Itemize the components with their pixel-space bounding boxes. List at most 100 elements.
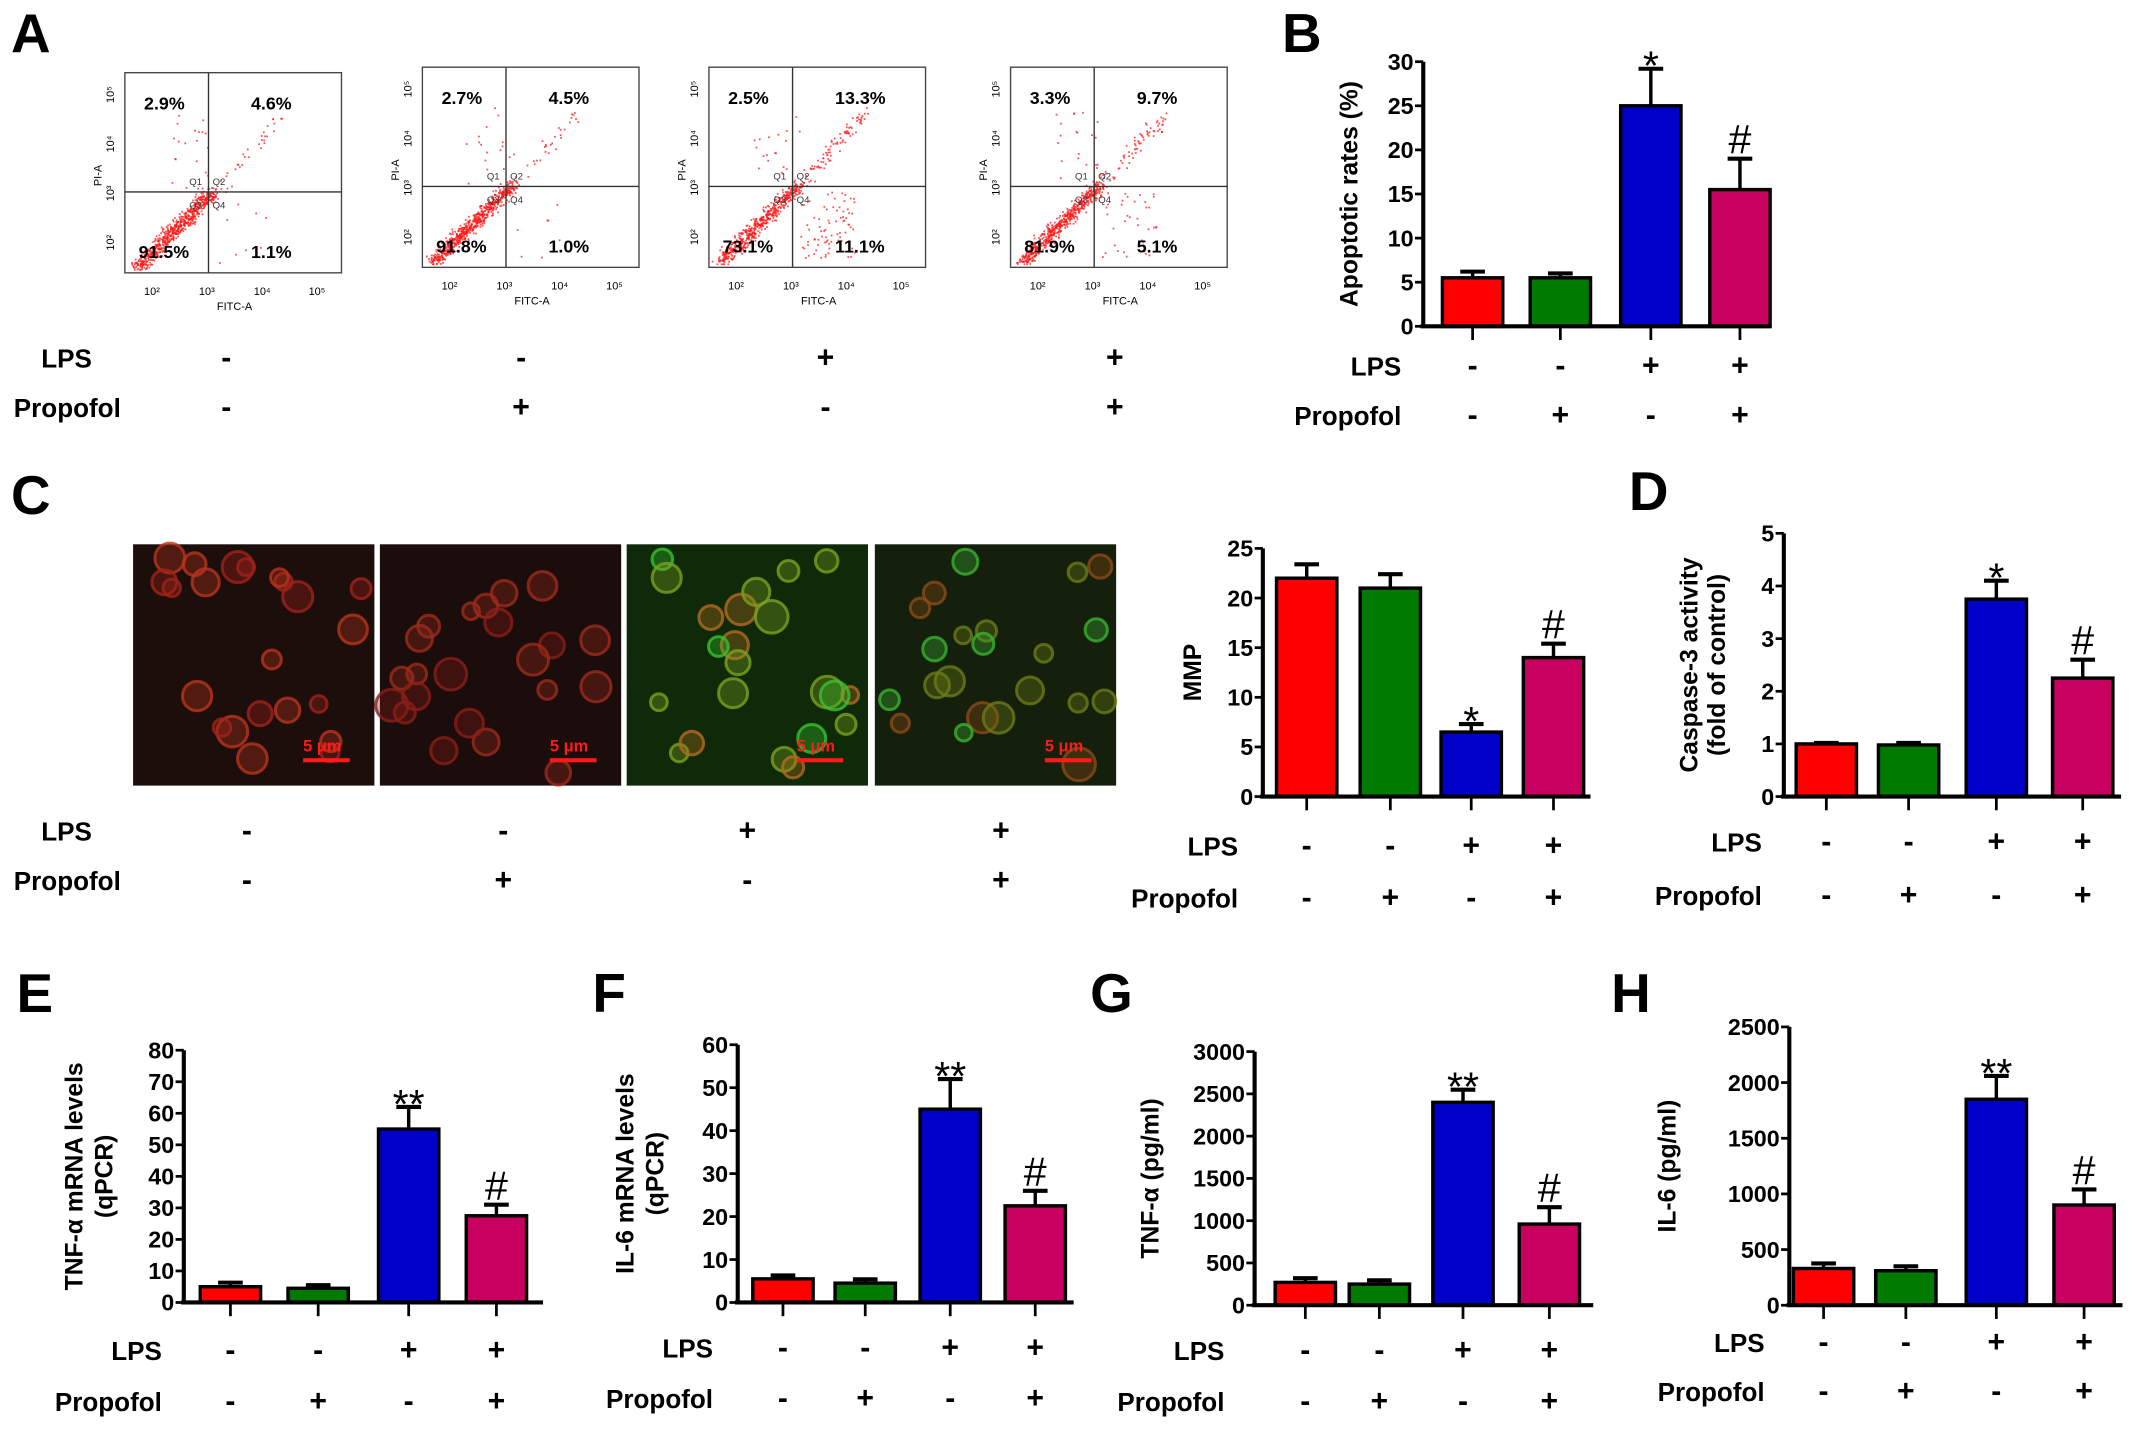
flow-event-dot (835, 220, 837, 223)
flow-event-dot (201, 207, 204, 210)
flow-event-dot (742, 250, 745, 253)
flow-event-dot (793, 195, 796, 197)
flow-event-dot (809, 179, 812, 182)
flow-event-dot (491, 209, 494, 212)
flow-event-dot (754, 240, 757, 242)
flow-event-dot (174, 158, 177, 161)
flow-event-dot (749, 234, 751, 237)
flow-event-dot (200, 207, 203, 210)
flow-event-dot (744, 247, 747, 250)
bar (1873, 1269, 1938, 1307)
flow-event-dot (179, 230, 182, 233)
flow-event-dot (1022, 254, 1024, 257)
flow-event-dot (500, 197, 503, 200)
flow-event-dot (431, 259, 434, 262)
flow-event-dot (1034, 248, 1037, 250)
flow-event-dot (482, 211, 485, 214)
flow-event-dot (453, 241, 456, 244)
flow-event-dot (491, 203, 493, 206)
flow-event-dot (723, 263, 726, 266)
flow-event-dot (747, 237, 749, 239)
flow-event-dot (478, 141, 481, 144)
flow-event-dot (1046, 227, 1049, 229)
flow-event-dot (787, 200, 790, 203)
flow-event-dot (745, 242, 748, 245)
flow-event-dot (780, 204, 783, 207)
flow-event-dot (177, 227, 180, 230)
flow-event-dot (473, 226, 476, 229)
flow-event-dot (187, 210, 190, 213)
flow-event-dot (1038, 241, 1041, 244)
flow-event-dot (1040, 245, 1043, 247)
quadrant-name-q2: Q2 (510, 172, 523, 183)
flow-event-dot (148, 266, 151, 269)
flow-event-dot (199, 199, 201, 201)
flow-event-dot (756, 221, 759, 224)
flow-event-dot (716, 263, 719, 266)
flow-event-dot (798, 191, 800, 193)
flow-event-dot (500, 204, 503, 207)
flow-event-dot (493, 203, 496, 205)
flow-event-dot (793, 181, 796, 184)
flow-event-dot (453, 238, 456, 241)
flow-event-dot (1094, 184, 1097, 186)
y-tick-label: 10³ (105, 185, 117, 201)
flow-event-dot (1078, 201, 1080, 204)
flow-event-dot (799, 186, 802, 189)
flow-event-dot (1037, 242, 1040, 245)
flow-event-dot (472, 228, 475, 231)
flow-event-dot (1067, 217, 1069, 219)
flow-event-dot (754, 222, 757, 225)
flow-event-dot (1041, 237, 1044, 240)
flow-event-dot (483, 214, 486, 217)
flow-event-dot (1077, 203, 1080, 206)
flow-event-dot (450, 243, 452, 246)
flow-event-dot (792, 195, 795, 198)
flow-event-dot (1022, 260, 1024, 263)
flow-event-dot (720, 263, 723, 266)
flow-event-dot (539, 159, 542, 162)
flow-event-dot (780, 171, 783, 174)
flow-event-dot (1057, 228, 1060, 231)
flow-event-dot (1045, 243, 1048, 246)
flow-event-dot (1128, 162, 1131, 164)
flow-event-dot (225, 175, 228, 178)
flow-event-dot (149, 258, 152, 261)
y-tick-label: 25 (1388, 93, 1414, 119)
flow-event-dot (813, 216, 816, 219)
flow-event-dot (483, 213, 486, 215)
flow-event-dot (510, 188, 513, 190)
flow-event-dot (1133, 200, 1136, 203)
flow-event-dot (457, 242, 459, 245)
flow-event-dot (723, 260, 725, 263)
cell (921, 580, 947, 606)
flow-event-dot (830, 240, 833, 243)
flow-event-dot (850, 255, 853, 258)
flow-event-dot (785, 195, 788, 198)
y-axis-label: Caspase-3 activity (1676, 557, 1703, 772)
flow-event-dot (1086, 193, 1089, 196)
flow-event-dot (511, 186, 513, 189)
flow-event-dot (795, 189, 798, 192)
flow-event-dot (1032, 243, 1035, 246)
flow-event-dot (1139, 194, 1141, 196)
flow-event-dot (729, 247, 731, 250)
flow-event-dot (157, 245, 159, 247)
cell (951, 547, 980, 576)
flow-event-dot (469, 225, 471, 228)
flow-event-dot (226, 219, 229, 222)
flow-event-dot (1076, 218, 1079, 221)
y-tick-label: 10³ (991, 180, 1003, 196)
flow-event-dot (740, 232, 742, 235)
flow-event-dot (1057, 237, 1060, 240)
flow-event-dot (1086, 197, 1089, 199)
flow-event-dot (775, 200, 778, 203)
flow-event-dot (460, 233, 463, 236)
flow-event-dot (472, 214, 475, 217)
flow-event-dot (449, 246, 452, 249)
flow-event-dot (755, 217, 758, 220)
flow-event-dot (826, 154, 829, 157)
flow-event-dot (1153, 130, 1156, 133)
